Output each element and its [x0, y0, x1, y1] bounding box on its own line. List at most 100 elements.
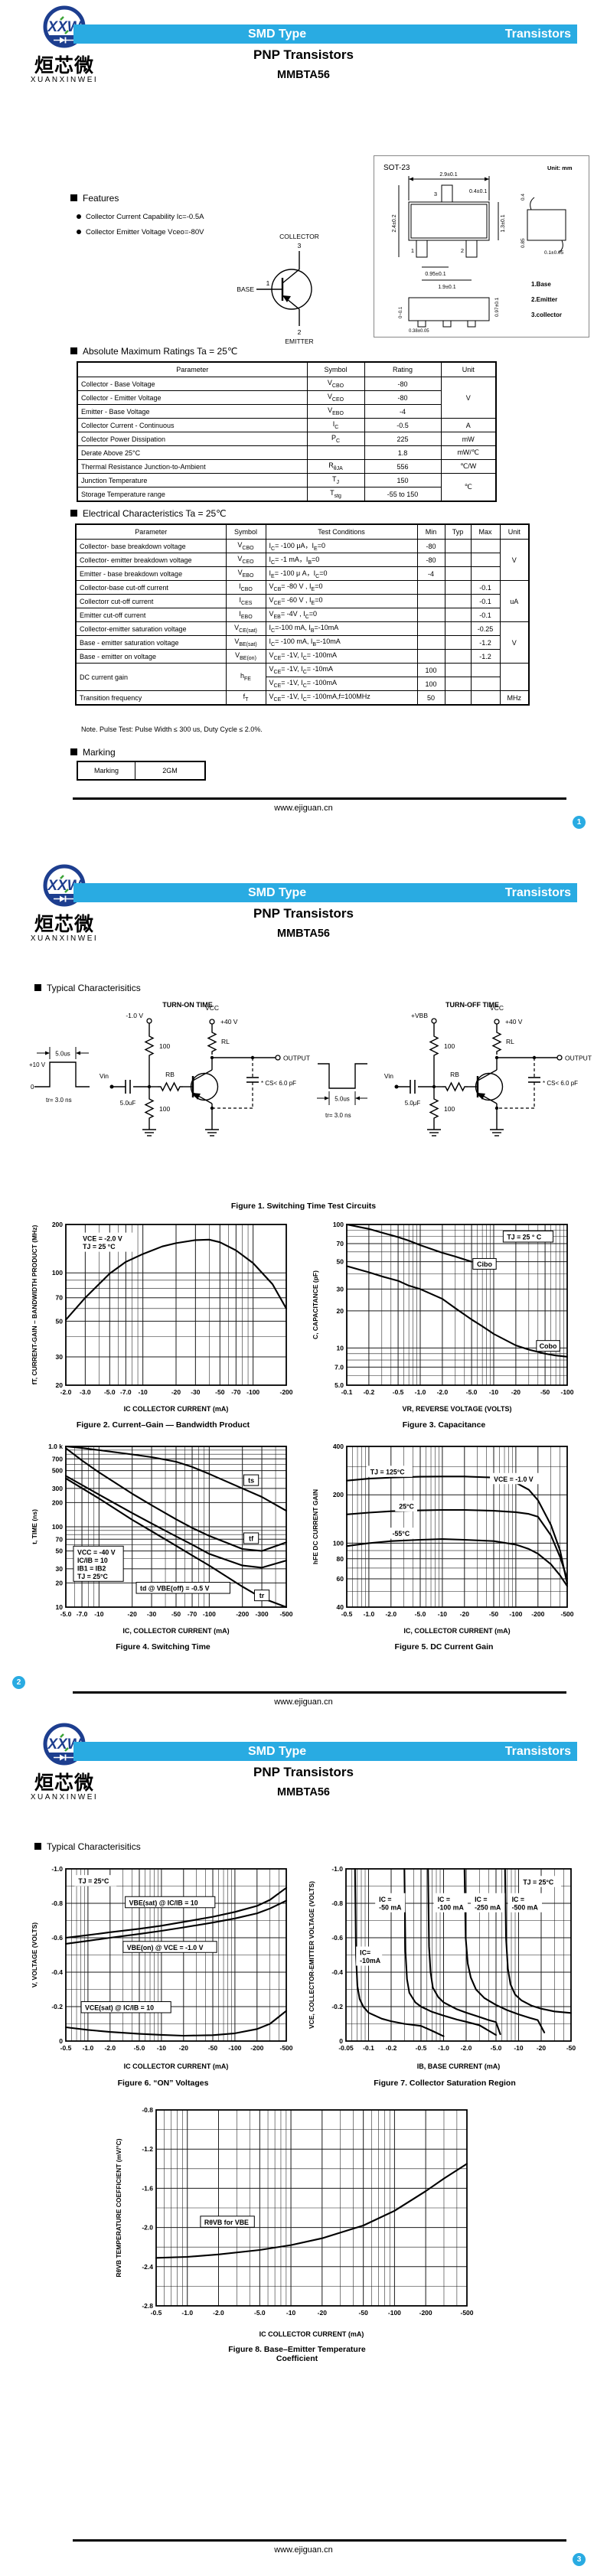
part-number: MMBTA56: [276, 928, 330, 940]
table-cell: [444, 594, 472, 608]
svg-text:-55°C: -55°C: [393, 1530, 410, 1537]
svg-text:+40 V: +40 V: [220, 1018, 238, 1026]
svg-text:-0.8: -0.8: [331, 1899, 343, 1907]
chart-figure2: -2.0 -3.0 -5.0 -7.0 -10 -20 -30 -50 -70 -100 -200 2…: [29, 1218, 297, 1420]
table-cell: [444, 649, 472, 664]
svg-text:1: 1: [411, 247, 414, 254]
svg-text:-1.0: -1.0: [51, 1865, 63, 1873]
table-cell: V: [499, 621, 530, 664]
svg-text:-1.0: -1.0: [415, 1388, 426, 1396]
svg-text:SOT-23: SOT-23: [383, 164, 410, 172]
svg-text:-10: -10: [94, 1610, 104, 1618]
svg-text:5.0us: 5.0us: [335, 1096, 350, 1103]
svg-text:-0.5: -0.5: [341, 1610, 353, 1618]
column-header: Test Conditions: [265, 523, 418, 540]
table-cell: Emitter cut-off current: [75, 608, 227, 622]
svg-text:-200: -200: [279, 1388, 292, 1396]
table-cell: [444, 553, 472, 567]
svg-text:-0.2: -0.2: [51, 2003, 63, 2010]
table-row: Collector- emitter breakdown voltage VCEO…: [75, 553, 529, 567]
table-row: Collector-emitter saturation voltage VCE(…: [75, 621, 530, 664]
table-cell: Collector Current - Continuous: [77, 418, 308, 432]
banner-left-label: SMD Type: [248, 1744, 307, 1758]
svg-text:-5.0: -5.0: [415, 1610, 426, 1618]
svg-text:-100: -100: [388, 2309, 401, 2317]
figure7-caption: Figure 7. Collector Saturation Region: [374, 2079, 516, 2088]
svg-text:IC =: IC =: [379, 1896, 391, 1903]
marking-table: Marking 2GM: [77, 761, 206, 781]
table-cell: -80: [364, 390, 442, 405]
svg-text:200: 200: [52, 1498, 63, 1506]
table-cell: -0.5: [364, 418, 442, 432]
svg-text:0.97±0.1: 0.97±0.1: [494, 297, 500, 317]
page-1: XXW 烜芯微 XUANXINWEI SMD Type Transistors …: [0, 0, 607, 859]
svg-text:1.0 k: 1.0 k: [48, 1443, 63, 1450]
svg-text:+40 V: +40 V: [505, 1018, 523, 1026]
table-row: Collectorr cut-off current ICES VCE= -60 V…: [75, 594, 529, 608]
svg-text:60: 60: [337, 1575, 344, 1583]
chart-svg: -0.5 -1.0 -2.0 -5.0 -10 -20 -50 -100 -200 -500 -1.…: [31, 1865, 293, 2070]
table-cell: VCE= -1V, IC= -100mA: [265, 677, 418, 691]
svg-text:-2.0: -2.0: [60, 1388, 72, 1396]
svg-text:-200: -200: [250, 2044, 263, 2052]
svg-text:3.collector: 3.collector: [531, 311, 562, 318]
svg-text:700: 700: [52, 1455, 63, 1462]
abs-max-table: Parameter Symbol Rating Unit Collector - Bas…: [77, 361, 497, 502]
table-cell: mW/℃: [440, 445, 497, 460]
table-cell: VEBO: [306, 404, 365, 419]
svg-text:70: 70: [337, 1240, 344, 1247]
column-header: Rating: [364, 361, 442, 377]
pnp-symbol-diagram: COLLECTOR 3 BASE 1 2 EMITTER: [237, 233, 319, 345]
header-banner: SMD Type Transistors: [73, 883, 577, 902]
table-cell: [470, 690, 501, 706]
banner-right-label: Transistors: [504, 27, 571, 41]
chart-svg: -2.0 -3.0 -5.0 -7.0 -10 -20 -30 -50 -70 -100 -200 2…: [31, 1221, 293, 1413]
svg-text:100: 100: [159, 1105, 170, 1113]
svg-text:Cibo: Cibo: [477, 1260, 492, 1268]
svg-text:-500: -500: [279, 1610, 292, 1618]
table-cell: VCE(sat): [225, 621, 266, 636]
svg-text:-0.6: -0.6: [51, 1934, 63, 1942]
table-cell: mW: [440, 432, 497, 446]
svg-text:IC, COLLECTOR CURRENT (mA): IC, COLLECTOR CURRENT (mA): [122, 1627, 229, 1635]
svg-text:-2.0: -2.0: [213, 2309, 224, 2317]
chart-svg: -5.0 -7.0 -10 -20 -30 -50 -70 -100 -200 -300 -500 1…: [31, 1443, 293, 1635]
table-cell: IC: [306, 418, 365, 432]
column-header: Min: [416, 523, 445, 540]
doc-title: PNP Transistors: [253, 906, 354, 921]
table-row: VCE= -1V, IC= -100mA 100: [76, 677, 529, 691]
svg-text:VCE(sat) @ IC/IB = 10: VCE(sat) @ IC/IB = 10: [85, 2004, 154, 2012]
svg-text:-0.8: -0.8: [142, 2106, 153, 2114]
footer-url: www.ejiguan.cn: [274, 2545, 333, 2555]
table-cell: Collector - Base Voltage: [77, 377, 308, 391]
footer-url: www.ejiguan.cn: [274, 1697, 333, 1707]
svg-text:-2.0: -2.0: [385, 1610, 397, 1618]
svg-text:-30: -30: [147, 1610, 157, 1618]
svg-text:5.0μF: 5.0μF: [405, 1100, 421, 1107]
svg-text:+10 V: +10 V: [29, 1061, 46, 1068]
column-header: Max: [470, 523, 501, 540]
table-cell: VCBO: [306, 377, 365, 391]
svg-text:RL: RL: [506, 1038, 514, 1045]
svg-text:VCC: VCC: [205, 1004, 219, 1012]
table-cell: VCEO: [306, 390, 365, 405]
svg-text:-50: -50: [359, 2309, 369, 2317]
svg-text:C, CAPACITANCE (pF): C, CAPACITANCE (pF): [312, 1270, 319, 1339]
banner-left-label: SMD Type: [248, 27, 307, 41]
svg-text:IC =: IC =: [438, 1896, 450, 1903]
table-row: Collector - Base Voltage VCBO -80 V: [77, 377, 497, 419]
svg-text:100: 100: [333, 1539, 344, 1547]
table-cell: Collector- emitter breakdown voltage: [75, 553, 227, 567]
doc-title: PNP Transistors: [253, 47, 354, 62]
svg-text:-100: -100: [560, 1388, 573, 1396]
svg-text:COLLECTOR: COLLECTOR: [279, 233, 319, 240]
table-cell: VEBO: [225, 566, 266, 581]
svg-text:-1.0: -1.0: [83, 2044, 94, 2052]
svg-text:-0.5: -0.5: [393, 1388, 404, 1396]
svg-text:tf: tf: [249, 1534, 254, 1542]
table-cell: [470, 677, 501, 691]
typical-heading: Typical Characterisitics: [34, 983, 141, 993]
table-cell: IC= -100 mA, IB=-10mA: [265, 635, 418, 650]
table-row: Collector- base breakdown voltage VCBO IC=…: [75, 539, 530, 581]
svg-text:20: 20: [56, 1579, 64, 1586]
